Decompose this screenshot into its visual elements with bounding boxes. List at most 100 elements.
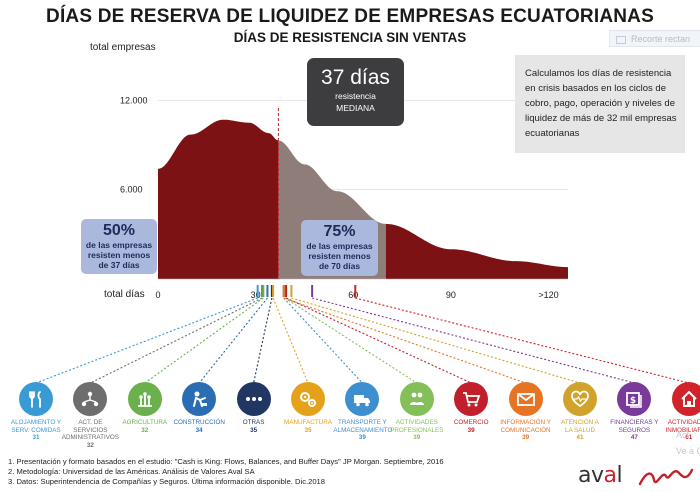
pct75-value: 75% xyxy=(323,223,356,240)
sector-label: MANUFACTURA xyxy=(284,419,332,426)
footnotes: 1. Presentación y formato basados en el … xyxy=(8,457,444,487)
sector-label: TRANSPORTE Y ALMACENAMIENTO xyxy=(333,419,393,434)
x-tick-label: >120 xyxy=(538,290,558,300)
sector-7: ACTIVIDADES PROFESIONALES 39 xyxy=(388,382,446,442)
x-tick-label: 90 xyxy=(446,290,456,300)
sector-label: INFORMACIÓN Y COMUNICACIÓN xyxy=(500,419,551,434)
median-line2: MEDIANA xyxy=(336,103,375,113)
x-axis-label: total días xyxy=(104,289,145,300)
sector-connector xyxy=(90,297,263,384)
rectangle-icon xyxy=(616,35,626,44)
chart-title: DÍAS DE RESERVA DE LIQUIDEZ DE EMPRESAS … xyxy=(46,6,654,27)
pct75-line2: resisten menos xyxy=(308,251,371,261)
percentile-75-callout: 75% de las empresas resisten menos de 70… xyxy=(301,220,378,276)
sector-connector xyxy=(198,297,268,384)
x-tick-label: 0 xyxy=(155,290,160,300)
people-icon xyxy=(399,382,434,416)
sector-12: ACTIVIDADESINMOBILIARIAS61 xyxy=(660,382,700,442)
sector-label: CONSTRUCCIÓN xyxy=(173,419,225,426)
sector-label: ALOJAMIENTO Y SERV. COMIDAS xyxy=(10,419,62,434)
percentile-50-callout: 50% de las empresas resisten menos de 37… xyxy=(81,219,157,274)
sector-connector xyxy=(283,297,526,384)
sector-connector xyxy=(144,297,264,384)
sector-days: 39 xyxy=(467,426,475,434)
sector-connector xyxy=(35,297,258,384)
sector-0: ALOJAMIENTO Y SERV. COMIDAS 31 xyxy=(7,382,65,442)
plant-icon xyxy=(127,382,162,416)
sector-connector xyxy=(285,297,472,384)
house-icon xyxy=(671,382,700,416)
sector-label: FINANCIERAS Y SEGUROS xyxy=(610,419,659,434)
envelope-icon xyxy=(508,382,543,416)
sector-days: 35 xyxy=(304,426,312,434)
heart-icon xyxy=(563,382,597,416)
snip-button[interactable]: Recorte rectan xyxy=(609,30,700,47)
cart-icon xyxy=(454,382,489,416)
sector-days: 32 xyxy=(141,426,149,434)
sector-days: 41 xyxy=(576,434,584,441)
sector-days: 35 xyxy=(250,426,258,434)
sector-days: 61 xyxy=(685,434,693,441)
y-axis-label: total empresas xyxy=(90,42,156,53)
aval-logo: aval xyxy=(578,463,623,488)
gears-icon xyxy=(291,382,325,416)
area-below-median xyxy=(158,119,279,279)
sector-days: 39 xyxy=(413,434,421,441)
sector-days: 31 xyxy=(32,434,40,441)
area-above-p75 xyxy=(385,223,568,279)
y-tick-label: 12.000 xyxy=(120,95,148,105)
sector-6: TRANSPORTE Y ALMACENAMIENTO 39 xyxy=(333,382,393,442)
median-value: 37 días xyxy=(321,66,390,89)
median-line1: resistencia xyxy=(335,91,376,101)
pct50-line1: de las empresas xyxy=(85,240,153,250)
sector-label: ACTIVIDADESINMOBILIARIAS xyxy=(665,419,700,434)
svg-text:$: $ xyxy=(630,396,636,406)
money-icon: $ xyxy=(617,382,652,416)
x-tick-label: 60 xyxy=(348,290,358,300)
sector-2: AGRICULTURA 32 xyxy=(116,382,174,434)
sector-label: ATENCIÓN A LA SALUD xyxy=(561,419,599,434)
sector-label: ACTIVIDADES PROFESIONALES xyxy=(390,419,444,434)
sector-connector xyxy=(355,297,689,384)
network-icon xyxy=(73,382,108,416)
activation-watermark: Act Ve a Con xyxy=(676,430,700,456)
sector-label: AGRICULTURA xyxy=(122,419,168,426)
sector-days: 34 xyxy=(195,426,203,434)
pct50-line3: de 37 días xyxy=(98,260,140,270)
info-box: Calculamos los días de resistencia en cr… xyxy=(515,55,685,153)
footnote-2: 2. Metodología: Universidad de las Améri… xyxy=(8,467,255,476)
sector-label: ACT. DE SERVICIOS ADMINISTRATIVOS xyxy=(61,419,120,441)
fork-knife-icon xyxy=(19,382,53,416)
sector-connector xyxy=(284,297,418,384)
sector-8: COMERCIO 39 xyxy=(442,382,500,434)
sector-connector xyxy=(272,297,309,384)
sector-days: 47 xyxy=(630,434,638,441)
sector-connector xyxy=(291,297,581,384)
sector-label: COMERCIO xyxy=(453,419,489,426)
pct75-line3: de 70 días xyxy=(318,261,361,271)
truck-icon xyxy=(345,382,380,416)
sector-days: 39 xyxy=(358,434,366,441)
sector-3: CONSTRUCCIÓN 34 xyxy=(170,382,228,434)
sector-11: $ FINANCIERAS Y SEGUROS 47 xyxy=(605,382,663,442)
sector-days: 39 xyxy=(522,434,530,441)
sector-label: OTRAS xyxy=(242,419,265,426)
footnote-1: 1. Presentación y formato basados en el … xyxy=(8,457,444,466)
chart-subtitle: DÍAS DE RESISTENCIA SIN VENTAS xyxy=(233,30,467,45)
sector-5: MANUFACTURA 35 xyxy=(279,382,337,434)
x-tick-label: 30 xyxy=(251,290,261,300)
dots-icon xyxy=(236,382,271,416)
worker-icon xyxy=(182,382,217,416)
sector-10: ATENCIÓN A LA SALUD 41 xyxy=(551,382,609,442)
udla-logo xyxy=(638,468,694,486)
sector-4: OTRAS 35 xyxy=(225,382,283,434)
sector-days: 32 xyxy=(86,441,94,449)
sector-connector xyxy=(253,297,273,384)
median-callout: 37 días resistencia MEDIANA xyxy=(307,58,404,126)
sector-9: INFORMACIÓN Y COMUNICACIÓN 39 xyxy=(497,382,555,442)
pct50-value: 50% xyxy=(102,222,136,239)
sector-1: ACT. DE SERVICIOS ADMINISTRATIVOS 32 xyxy=(61,382,119,449)
sector-connector xyxy=(311,297,635,384)
footnote-3: 3. Datos: Superintendencia de Compañías … xyxy=(8,477,326,486)
pct75-line1: de las empresas xyxy=(306,241,373,251)
